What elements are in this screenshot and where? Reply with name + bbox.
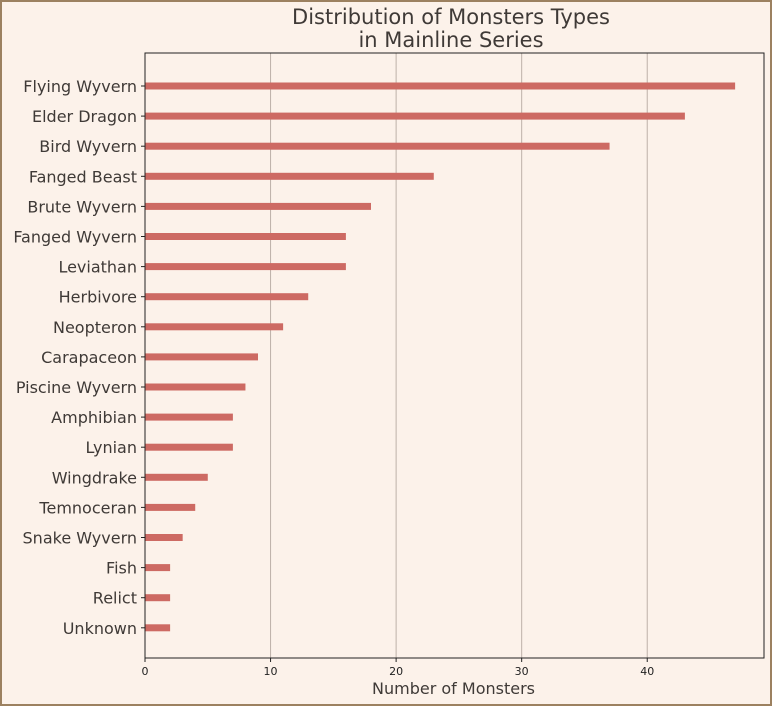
bar <box>145 473 208 481</box>
bar <box>145 172 434 180</box>
bar <box>145 293 309 301</box>
bar <box>145 503 196 511</box>
bar <box>145 564 171 572</box>
bar <box>145 263 346 271</box>
bar <box>145 142 610 150</box>
gridlines <box>270 53 648 658</box>
category-label: Brute Wyvern <box>27 197 137 216</box>
category-label: Lynian <box>86 438 137 457</box>
bar <box>145 594 171 602</box>
x-tick-label: 40 <box>640 665 654 678</box>
category-label: Flying Wyvern <box>23 77 137 96</box>
category-label: Carapaceon <box>41 348 137 367</box>
chart-title-line: in Mainline Series <box>358 28 543 52</box>
bar <box>145 383 246 391</box>
category-label: Bird Wyvern <box>39 137 137 156</box>
x-tick-label: 10 <box>264 665 278 678</box>
category-labels: Flying Wyvern Elder Dragon Bird Wyvern Fang… <box>13 77 145 638</box>
category-label: Neopteron <box>53 318 137 337</box>
x-tick-label: 0 <box>142 665 149 678</box>
category-label: Fanged Beast <box>29 167 137 186</box>
x-axis-label: Number of Monsters <box>372 679 535 698</box>
bar <box>145 534 183 541</box>
category-label: Wingdrake <box>52 468 137 487</box>
bar <box>145 202 372 210</box>
bar <box>145 353 259 361</box>
category-label: Piscine Wyvern <box>16 378 137 397</box>
category-label: Leviathan <box>58 258 137 277</box>
bar <box>145 233 346 240</box>
category-label: Amphibian <box>51 408 137 427</box>
x-tick-label: 20 <box>389 665 403 678</box>
category-label: Elder Dragon <box>32 107 137 126</box>
bar <box>145 82 736 90</box>
category-label: Temnoceran <box>38 498 137 517</box>
bar <box>145 112 685 120</box>
category-label: Unknown <box>63 619 137 638</box>
chart-title-line: Distribution of Monsters Types <box>292 5 610 29</box>
bar <box>145 413 233 421</box>
category-label: Snake Wyvern <box>23 529 137 548</box>
bar <box>145 624 171 632</box>
plot-area-frame <box>144 52 765 659</box>
category-label: Fanged Wyvern <box>13 228 137 247</box>
bars <box>145 82 736 632</box>
category-label: Relict <box>93 589 137 608</box>
x-tick-label: 30 <box>515 665 529 678</box>
x-axis-ticks: 0 10 20 30 40 <box>142 658 654 678</box>
category-label: Herbivore <box>59 288 137 307</box>
category-label: Fish <box>106 559 137 578</box>
bar <box>145 323 284 331</box>
bar <box>145 443 233 451</box>
